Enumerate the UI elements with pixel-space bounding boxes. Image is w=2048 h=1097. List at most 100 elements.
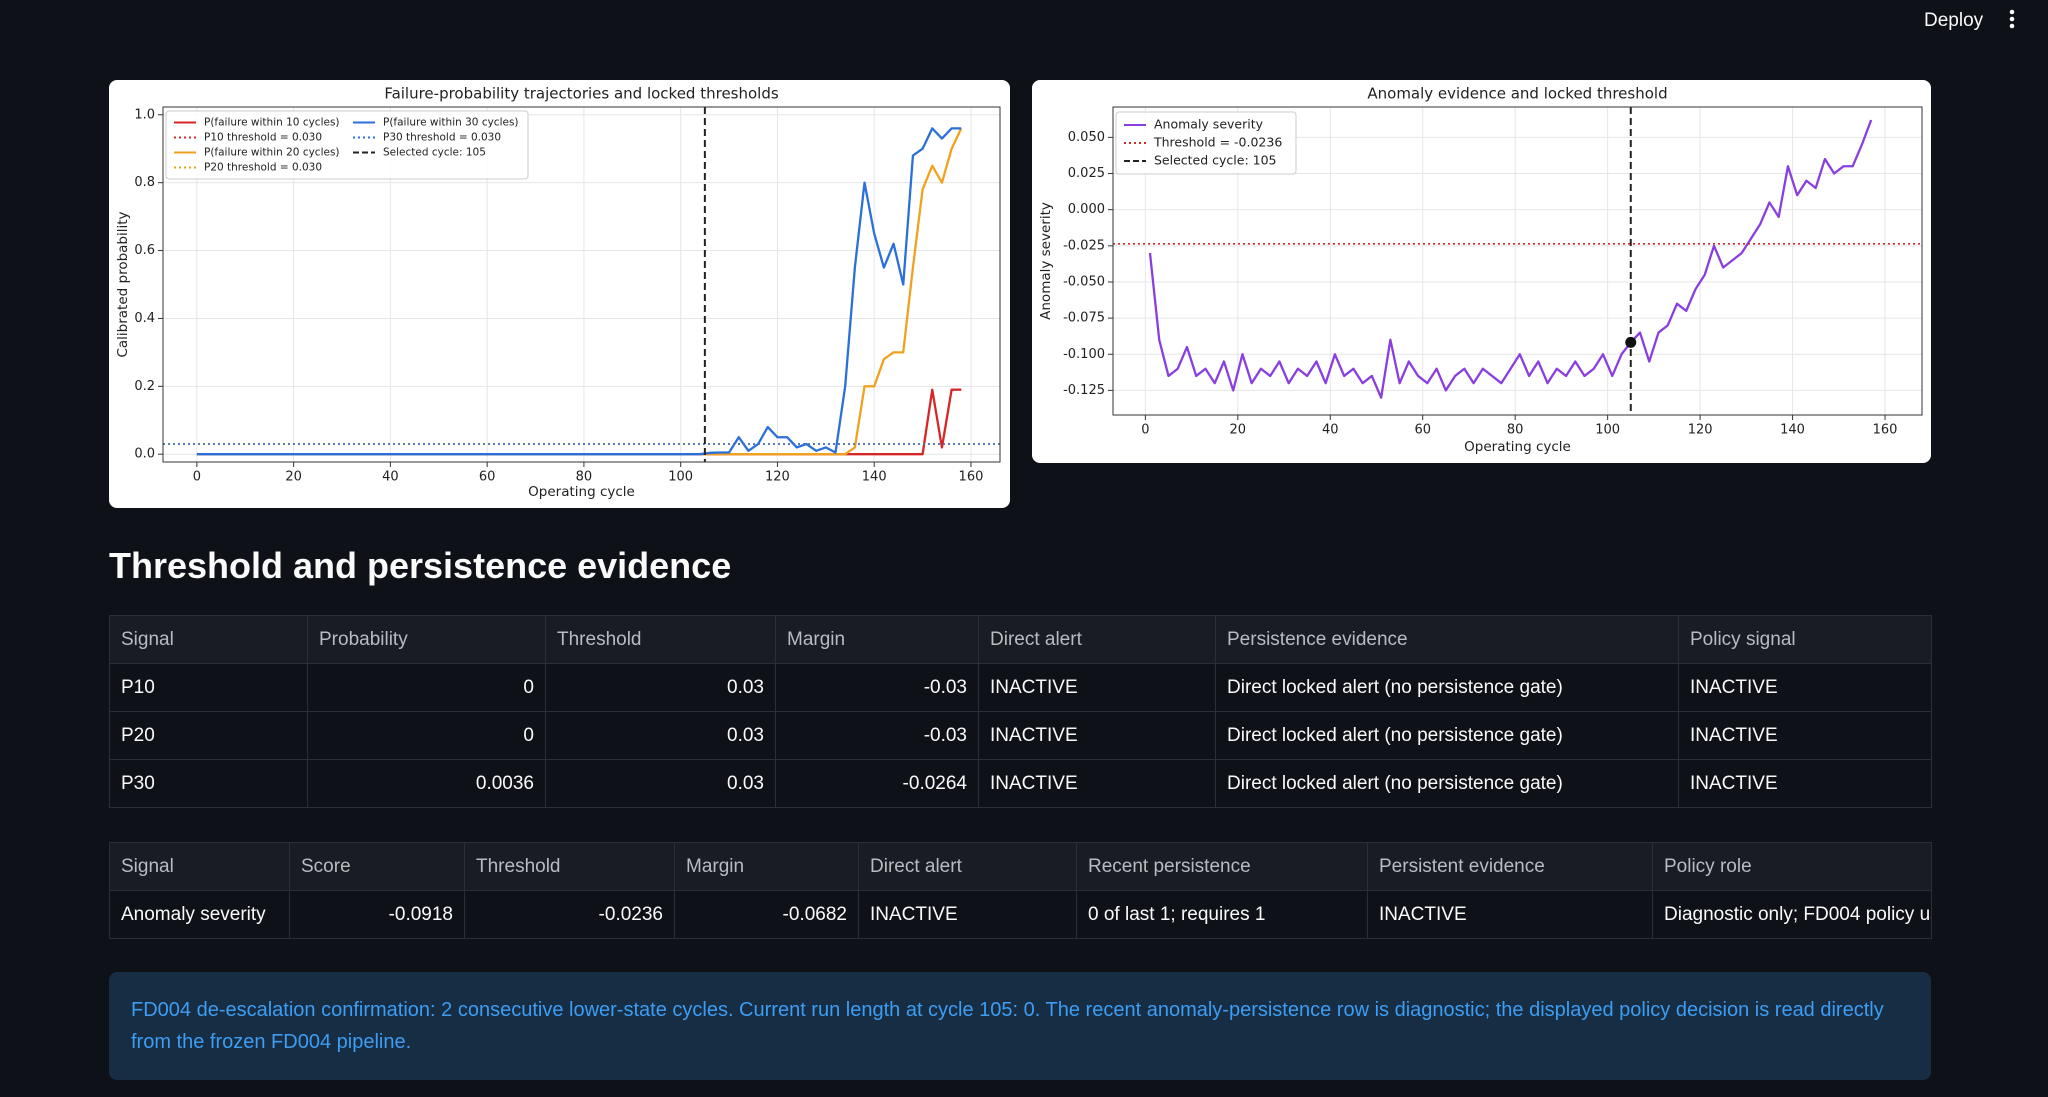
- section-title: Threshold and persistence evidence: [109, 545, 731, 587]
- data-table: SignalScoreThresholdMarginDirect alertRe…: [109, 842, 1932, 939]
- table-cell: -0.0264: [776, 760, 979, 808]
- x-tick-label: 160: [959, 470, 984, 485]
- legend-label: Anomaly severity: [1154, 117, 1264, 132]
- x-tick-label: 20: [285, 470, 302, 485]
- x-tick-label: 120: [1688, 423, 1713, 438]
- x-tick-label: 140: [862, 470, 887, 485]
- table-cell: INACTIVE: [859, 891, 1077, 939]
- legend-label: P(failure within 10 cycles): [204, 117, 340, 129]
- y-axis-label: Calibrated probability: [115, 211, 131, 357]
- y-tick-label: 0.0: [134, 447, 155, 462]
- table-cell: INACTIVE: [1679, 664, 1932, 712]
- table-cell: P30: [110, 760, 308, 808]
- x-tick-label: 40: [1322, 423, 1339, 438]
- legend-label: Threshold = -0.0236: [1153, 135, 1282, 150]
- legend-label: P30 threshold = 0.030: [383, 132, 501, 144]
- y-tick-label: 0.050: [1068, 130, 1105, 145]
- header-row: SignalProbabilityThresholdMarginDirect a…: [110, 616, 1932, 664]
- y-tick-label: -0.100: [1063, 347, 1105, 362]
- column-header: Direct alert: [979, 616, 1216, 664]
- app: {"header":{"deploy":"Deploy"}, "chart_da…: [0, 0, 2048, 1097]
- y-tick-label: -0.025: [1063, 238, 1105, 253]
- column-header: Signal: [110, 843, 290, 891]
- x-tick-label: 0: [193, 470, 201, 485]
- x-tick-label: 60: [479, 470, 496, 485]
- table-cell: P20: [110, 712, 308, 760]
- column-header: Margin: [675, 843, 859, 891]
- x-tick-label: 160: [1873, 423, 1898, 438]
- y-tick-label: 0.8: [134, 175, 155, 190]
- selected-point: [1625, 337, 1636, 348]
- column-header: Policy signal: [1679, 616, 1932, 664]
- x-tick-label: 20: [1230, 423, 1247, 438]
- data-table: SignalProbabilityThresholdMarginDirect a…: [109, 615, 1932, 808]
- table-cell: 0: [308, 712, 546, 760]
- column-header: Recent persistence: [1077, 843, 1368, 891]
- chart: 0204060801001201401600.00.20.40.60.81.0P…: [109, 80, 1010, 508]
- table-cell: Direct locked alert (no persistence gate…: [1216, 712, 1679, 760]
- table-cell: -0.03: [776, 712, 979, 760]
- main-menu[interactable]: [2004, 8, 2020, 30]
- chart-card: 0204060801001201401600.00.20.40.60.81.0P…: [109, 80, 1010, 508]
- legend-label: P(failure within 30 cycles): [383, 117, 519, 129]
- y-tick-label: 0.025: [1068, 166, 1105, 181]
- table-cell: 0.03: [546, 712, 776, 760]
- table-cell: INACTIVE: [1679, 760, 1932, 808]
- y-tick-label: 0.6: [134, 243, 155, 258]
- x-axis-label: Operating cycle: [1464, 439, 1571, 455]
- table-row: Anomaly severity-0.0918-0.0236-0.0682INA…: [110, 891, 1932, 939]
- table-cell: -0.0236: [465, 891, 675, 939]
- chart-title: Anomaly evidence and locked threshold: [1367, 85, 1667, 103]
- table-cell: -0.0682: [675, 891, 859, 939]
- table-cell: -0.03: [776, 664, 979, 712]
- table-row: P2000.03-0.03INACTIVEDirect locked alert…: [110, 712, 1932, 760]
- x-tick-label: 100: [668, 470, 693, 485]
- table-cell: Diagnostic only; FD004 policy uses: [1653, 891, 1932, 939]
- legend-label: P(failure within 20 cycles): [204, 147, 340, 159]
- x-tick-label: 60: [1414, 423, 1431, 438]
- x-tick-label: 80: [1507, 423, 1524, 438]
- column-header: Probability: [308, 616, 546, 664]
- legend-label: Selected cycle: 105: [383, 147, 486, 159]
- table-cell: INACTIVE: [979, 712, 1216, 760]
- table-cell: -0.0918: [290, 891, 465, 939]
- x-tick-label: 40: [382, 470, 399, 485]
- table-cell: Direct locked alert (no persistence gate…: [1216, 664, 1679, 712]
- chart: 0 20 40 60 80 100 120 140 160 -0.125 -0.100 -0.075 -…: [1032, 80, 1931, 463]
- table-cell: 0.0036: [308, 760, 546, 808]
- table-cell: 0 of last 1; requires 1: [1077, 891, 1368, 939]
- chart-card: 0 20 40 60 80 100 120 140 160 -0.125 -0.100 -0.075 -…: [1032, 80, 1931, 463]
- x-tick-label: 120: [765, 470, 790, 485]
- column-header: Persistence evidence: [1216, 616, 1679, 664]
- x-tick-label: 100: [1595, 423, 1620, 438]
- y-tick-label: -0.125: [1063, 383, 1105, 398]
- table-cell: INACTIVE: [1679, 712, 1932, 760]
- column-header: Persistent evidence: [1368, 843, 1653, 891]
- table-row: P1000.03-0.03INACTIVEDirect locked alert…: [110, 664, 1932, 712]
- table-row: P300.00360.03-0.0264INACTIVEDirect locke…: [110, 760, 1932, 808]
- legend-label: P10 threshold = 0.030: [204, 132, 322, 144]
- column-header: Margin: [776, 616, 979, 664]
- info-box: FD004 de-escalation confirmation: 2 cons…: [109, 972, 1931, 1080]
- x-tick-label: 140: [1780, 423, 1805, 438]
- y-tick-label: -0.075: [1063, 311, 1105, 326]
- y-axis-label: Anomaly severity: [1038, 202, 1054, 320]
- column-header: Direct alert: [859, 843, 1077, 891]
- header-row: SignalScoreThresholdMarginDirect alertRe…: [110, 843, 1932, 891]
- y-tick-label: 0.000: [1068, 202, 1105, 217]
- x-tick-label: 0: [1141, 423, 1149, 438]
- y-tick-label: 1.0: [134, 107, 155, 122]
- legend-label: P20 threshold = 0.030: [204, 162, 322, 174]
- table-cell: INACTIVE: [979, 760, 1216, 808]
- x-tick-label: 80: [576, 470, 593, 485]
- table-cell: INACTIVE: [1368, 891, 1653, 939]
- table-cell: INACTIVE: [979, 664, 1216, 712]
- table-cell: 0.03: [546, 760, 776, 808]
- column-header: Score: [290, 843, 465, 891]
- table-cell: Anomaly severity: [110, 891, 290, 939]
- y-tick-label: -0.050: [1063, 274, 1105, 289]
- y-tick-label: 0.2: [134, 379, 155, 394]
- table-cell: P10: [110, 664, 308, 712]
- column-header: Threshold: [465, 843, 675, 891]
- deploy-button[interactable]: Deploy: [1918, 6, 1989, 36]
